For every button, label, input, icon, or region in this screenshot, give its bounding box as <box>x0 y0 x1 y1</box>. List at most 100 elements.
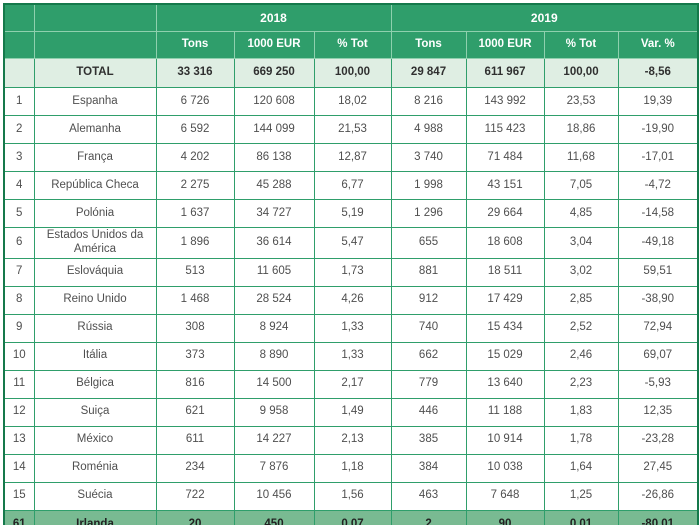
cell-tons: 1 296 <box>390 199 467 228</box>
row-rank: 61 <box>3 509 35 525</box>
cell-pct-tot: 100,00 <box>313 58 392 88</box>
country-name: Roménia <box>33 453 157 483</box>
cell-pct-tot: 1,33 <box>313 341 392 371</box>
year-header-row: 2018 2019 <box>3 3 699 32</box>
country-name: Itália <box>33 341 157 371</box>
total-row: TOTAL 33 316 669 250 100,00 29 847 611 967 100… <box>3 58 699 88</box>
cell-pct-tot: 7,05 <box>543 171 619 200</box>
cell-tons: 912 <box>390 285 467 315</box>
cell-tons: 384 <box>390 453 467 483</box>
cell-eur-1000: 13 640 <box>465 369 545 399</box>
cell-tons: 2 275 <box>155 171 235 200</box>
row-rank: 4 <box>3 171 35 200</box>
export-statistics-table: 2018 2019 Tons 1000 EUR% Tot Tons 1000 EUR%… <box>3 3 700 525</box>
cell-pct-tot: 100,00 <box>543 58 619 88</box>
column-header-pct-tot-2018: % Tot <box>313 31 392 59</box>
cell-tons: 6 592 <box>155 115 235 144</box>
cell-eur-1000: 17 429 <box>465 285 545 315</box>
cell-eur-1000: 28 524 <box>233 285 315 315</box>
column-header-row: Tons 1000 EUR% Tot Tons 1000 EUR% Tot Var. % <box>3 31 699 59</box>
cell-tons: 881 <box>390 257 467 287</box>
cell-pct-tot: 2,46 <box>543 341 619 371</box>
cell-pct-tot: 2,52 <box>543 313 619 343</box>
column-header-var-pct: Var. % <box>617 31 699 59</box>
cell-var-pct: 12,35 <box>617 397 699 427</box>
country-name: Suiça <box>33 397 157 427</box>
country-name: França <box>33 143 157 172</box>
cell-pct-tot: 5,19 <box>313 199 392 228</box>
cell-tons: 722 <box>155 481 235 511</box>
cell-eur-1000: 7 876 <box>233 453 315 483</box>
cell-pct-tot: 1,49 <box>313 397 392 427</box>
cell-pct-tot: 1,25 <box>543 481 619 511</box>
table-row: 3 França 4 202 86 138 12,87 3 740 71 484 11,68-… <box>3 143 699 172</box>
row-rank: 14 <box>3 453 35 483</box>
cell-eur-1000: 86 138 <box>233 143 315 172</box>
cell-pct-tot: 3,02 <box>543 257 619 287</box>
country-name: República Checa <box>33 171 157 200</box>
cell-tons: 446 <box>390 397 467 427</box>
table-row: 6 Estados Unidos da América 1 896 36 614 5,4… <box>3 227 699 259</box>
country-name: México <box>33 425 157 455</box>
cell-pct-tot: 0,07 <box>313 509 392 525</box>
cell-pct-tot: 6,77 <box>313 171 392 200</box>
table-row: 7 Eslováquia 513 11 605 1,73 881 18 511 3,02 59,… <box>3 257 699 287</box>
cell-tons: 655 <box>390 227 467 259</box>
cell-eur-1000: 43 151 <box>465 171 545 200</box>
cell-eur-1000: 18 608 <box>465 227 545 259</box>
table-row: 5 Polónia 1 637 34 727 5,19 1 296 29 664 4,85 -1… <box>3 199 699 228</box>
cell-tons: 740 <box>390 313 467 343</box>
cell-tons: 1 468 <box>155 285 235 315</box>
cell-tons: 8 216 <box>390 87 467 116</box>
cell-eur-1000: 11 188 <box>465 397 545 427</box>
cell-var-pct: -26,86 <box>617 481 699 511</box>
cell-eur-1000: 450 <box>233 509 315 525</box>
cell-var-pct: -14,58 <box>617 199 699 228</box>
cell-eur-1000: 8 924 <box>233 313 315 343</box>
cell-eur-1000: 15 029 <box>465 341 545 371</box>
cell-tons: 463 <box>390 481 467 511</box>
row-rank: 1 <box>3 87 35 116</box>
row-rank: 3 <box>3 143 35 172</box>
cell-tons: 2 <box>390 509 467 525</box>
cell-pct-tot: 4,26 <box>313 285 392 315</box>
cell-var-pct: 59,51 <box>617 257 699 287</box>
column-header-tons-2019: Tons <box>390 31 467 59</box>
row-rank: 15 <box>3 481 35 511</box>
cell-var-pct: -49,18 <box>617 227 699 259</box>
empty-header-cell <box>33 3 157 32</box>
country-name: Estados Unidos da América <box>33 227 157 259</box>
cell-var-pct: -4,72 <box>617 171 699 200</box>
cell-tons: 611 <box>155 425 235 455</box>
cell-pct-tot: 23,53 <box>543 87 619 116</box>
cell-eur-1000: 115 423 <box>465 115 545 144</box>
cell-pct-tot: 1,78 <box>543 425 619 455</box>
cell-tons: 779 <box>390 369 467 399</box>
table-row: 8 Reino Unido 1 468 28 524 4,26 912 17 429 2,85… <box>3 285 699 315</box>
cell-var-pct: 19,39 <box>617 87 699 116</box>
empty-header-cell <box>33 31 157 59</box>
cell-tons: 234 <box>155 453 235 483</box>
country-name: Reino Unido <box>33 285 157 315</box>
cell-pct-tot: 1,33 <box>313 313 392 343</box>
cell-tons: 33 316 <box>155 58 235 88</box>
cell-tons: 662 <box>390 341 467 371</box>
row-rank: 5 <box>3 199 35 228</box>
cell-eur-1000: 11 605 <box>233 257 315 287</box>
cell-eur-1000: 45 288 <box>233 171 315 200</box>
cell-var-pct: -17,01 <box>617 143 699 172</box>
cell-var-pct: -19,90 <box>617 115 699 144</box>
cell-eur-1000: 36 614 <box>233 227 315 259</box>
country-name: Irlanda <box>33 509 157 525</box>
cell-eur-1000: 7 648 <box>465 481 545 511</box>
table-row: 11 Bélgica 816 14 500 2,17 779 13 640 2,23 -5,93 <box>3 369 699 399</box>
cell-tons: 385 <box>390 425 467 455</box>
cell-tons: 3 740 <box>390 143 467 172</box>
cell-var-pct: -80,01 <box>617 509 699 525</box>
cell-tons: 621 <box>155 397 235 427</box>
cell-pct-tot: 1,83 <box>543 397 619 427</box>
cell-tons: 1 896 <box>155 227 235 259</box>
cell-eur-1000: 34 727 <box>233 199 315 228</box>
cell-pct-tot: 2,13 <box>313 425 392 455</box>
